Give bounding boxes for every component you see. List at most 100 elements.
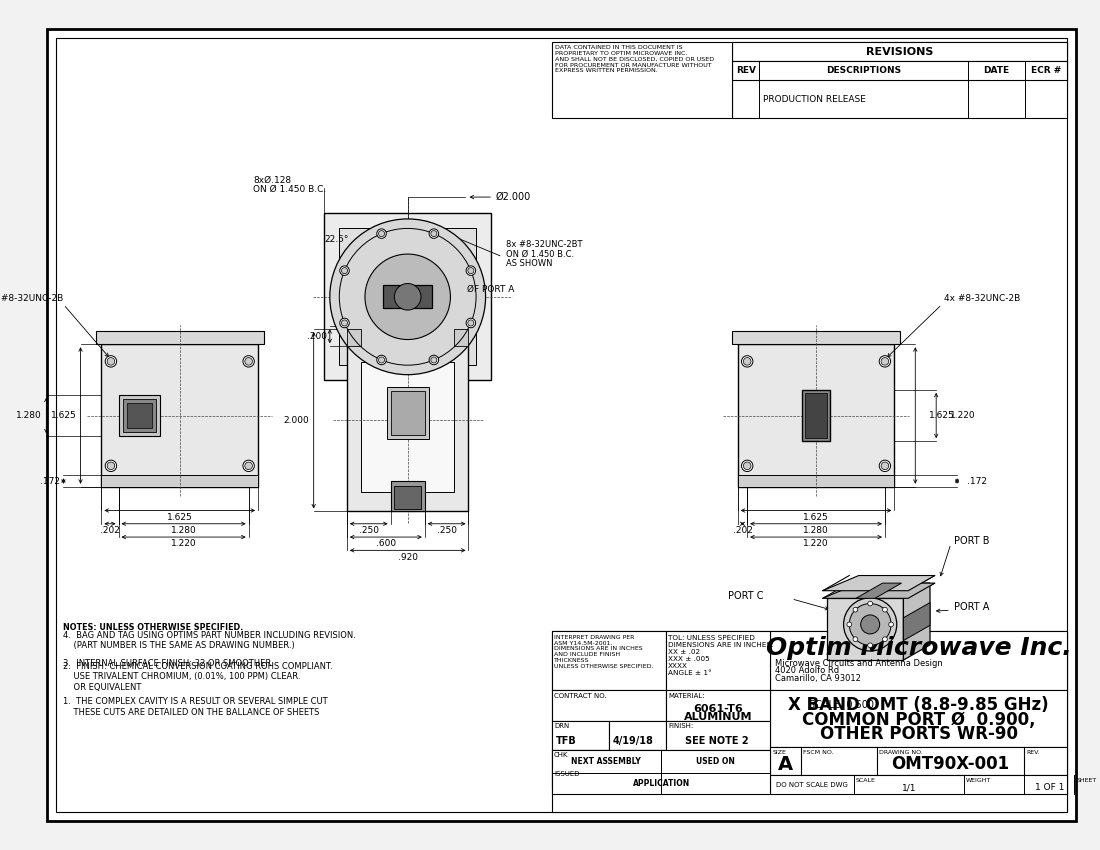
Text: DRAWING NO.: DRAWING NO.	[879, 750, 923, 755]
Text: 8x #8-32UNC-2BT: 8x #8-32UNC-2BT	[506, 240, 582, 249]
Bar	[387, 387, 429, 439]
Circle shape	[243, 355, 254, 367]
Text: 1.280: 1.280	[16, 411, 42, 420]
Text: 4x #8-32UNC-2B: 4x #8-32UNC-2B	[944, 294, 1020, 303]
Bar	[324, 213, 492, 380]
Text: CONTRACT NO.: CONTRACT NO.	[554, 693, 606, 699]
Polygon shape	[856, 583, 902, 598]
Circle shape	[741, 355, 752, 367]
Text: WEIGHT: WEIGHT	[966, 779, 991, 784]
Circle shape	[107, 462, 114, 470]
Text: INTERPRET DRAWING PER
ASM Y14.5M-2001.
DIMENSIONS ARE IN INCHES
AND INCLUDE FINI: INTERPRET DRAWING PER ASM Y14.5M-2001. D…	[554, 635, 653, 669]
Text: SCALE  0.500: SCALE 0.500	[810, 700, 875, 710]
Text: DO NOT SCALE DWG: DO NOT SCALE DWG	[777, 782, 848, 788]
Text: 8xØ.128: 8xØ.128	[253, 175, 292, 184]
Text: 1.625: 1.625	[167, 513, 192, 522]
Polygon shape	[903, 583, 929, 660]
Bar	[119, 394, 161, 436]
Bar	[732, 331, 900, 344]
Text: 6061-T6: 6061-T6	[693, 704, 744, 714]
Circle shape	[106, 355, 117, 367]
Bar	[96, 331, 264, 344]
Bar	[390, 391, 425, 435]
Text: DATE: DATE	[983, 66, 1010, 76]
Circle shape	[468, 268, 474, 274]
Circle shape	[849, 604, 891, 645]
Circle shape	[868, 601, 872, 606]
Circle shape	[468, 320, 474, 326]
Bar	[361, 362, 454, 492]
Text: 2.  FINISH: CHEMICAL CONVERSION COATING ROHS COMPLIANT.
    USE TRIVALENT CHROMI: 2. FINISH: CHEMICAL CONVERSION COATING R…	[63, 662, 332, 692]
Bar	[552, 631, 666, 690]
Circle shape	[378, 357, 385, 363]
Circle shape	[431, 230, 437, 236]
Circle shape	[429, 355, 439, 365]
Text: X BAND OMT (8.8-9.85 GHz): X BAND OMT (8.8-9.85 GHz)	[789, 696, 1049, 714]
Text: 2.000: 2.000	[284, 416, 309, 425]
Circle shape	[245, 358, 252, 366]
Text: SHEET: SHEET	[1076, 779, 1097, 784]
Text: SCALE: SCALE	[856, 779, 876, 784]
Text: 1 OF 1: 1 OF 1	[1034, 783, 1064, 792]
Text: USED ON: USED ON	[696, 756, 735, 766]
Text: DESCRIPTIONS: DESCRIPTIONS	[826, 66, 901, 76]
Text: PORT C: PORT C	[728, 591, 763, 601]
Text: ISSUED: ISSUED	[554, 771, 580, 777]
Polygon shape	[827, 583, 930, 598]
Bar	[552, 768, 666, 788]
Text: OMT90X-001: OMT90X-001	[891, 755, 1010, 773]
Text: CHK: CHK	[554, 751, 569, 757]
Text: TFB: TFB	[556, 736, 576, 746]
Circle shape	[466, 266, 475, 275]
Text: PORT A: PORT A	[954, 603, 989, 612]
Text: PRODUCTION RELEASE: PRODUCTION RELEASE	[763, 94, 866, 104]
Text: .600: .600	[376, 539, 396, 548]
Text: 1.625: 1.625	[928, 411, 955, 420]
Circle shape	[341, 268, 348, 274]
Text: FINISH:: FINISH:	[668, 723, 693, 729]
Circle shape	[341, 320, 348, 326]
Bar	[805, 393, 827, 439]
Text: .250: .250	[359, 526, 378, 535]
Circle shape	[889, 622, 893, 626]
Text: DATA CONTAINED IN THIS DOCUMENT IS
PROPRIETARY TO OPTIM MICROWAVE INC.
AND SHALL: DATA CONTAINED IN THIS DOCUMENT IS PROPR…	[554, 45, 714, 73]
Text: 1.280: 1.280	[170, 526, 197, 535]
Bar	[666, 631, 770, 690]
Text: Microwave Circuits and Antenna Design: Microwave Circuits and Antenna Design	[776, 659, 943, 668]
Circle shape	[378, 230, 385, 236]
Bar	[383, 286, 432, 309]
Text: A: A	[778, 755, 793, 774]
Text: Optim Microwave Inc.: Optim Microwave Inc.	[766, 636, 1071, 660]
Bar	[123, 400, 155, 432]
Text: 1.220: 1.220	[803, 539, 829, 548]
Text: 1.  THE COMPLEX CAVITY IS A RESULT OR SEVERAL SIMPLE CUT
    THESE CUTS ARE DETA: 1. THE COMPLEX CAVITY IS A RESULT OR SEV…	[63, 697, 328, 717]
Circle shape	[243, 460, 254, 472]
Bar	[101, 344, 258, 487]
Text: ECR #: ECR #	[1031, 66, 1062, 76]
Circle shape	[744, 462, 751, 470]
Polygon shape	[903, 603, 929, 641]
Text: 1.625: 1.625	[51, 411, 76, 420]
Bar	[339, 316, 476, 329]
Circle shape	[881, 358, 889, 366]
Text: 4/19/18: 4/19/18	[613, 736, 653, 746]
Circle shape	[879, 355, 891, 367]
Bar	[733, 42, 1067, 118]
Circle shape	[882, 637, 888, 642]
Circle shape	[879, 460, 891, 472]
Text: 4x #8-32UNC-2B: 4x #8-32UNC-2B	[0, 294, 64, 303]
Text: .920: .920	[398, 552, 418, 562]
Text: 4020 Adolfo Rd: 4020 Adolfo Rd	[776, 666, 839, 676]
Text: SEE NOTE 2: SEE NOTE 2	[685, 736, 749, 746]
Bar	[666, 722, 770, 750]
Circle shape	[868, 643, 872, 648]
Circle shape	[741, 460, 752, 472]
Text: AS SHOWN: AS SHOWN	[506, 259, 552, 268]
Circle shape	[365, 254, 450, 339]
Text: ON Ø 1.450 B.C.: ON Ø 1.450 B.C.	[506, 250, 573, 258]
Bar	[770, 747, 1067, 775]
Text: ALUMINUM: ALUMINUM	[684, 711, 752, 722]
Text: NEXT ASSEMBLY: NEXT ASSEMBLY	[571, 756, 641, 766]
Text: REV.: REV.	[1026, 750, 1039, 755]
Bar	[552, 750, 666, 768]
